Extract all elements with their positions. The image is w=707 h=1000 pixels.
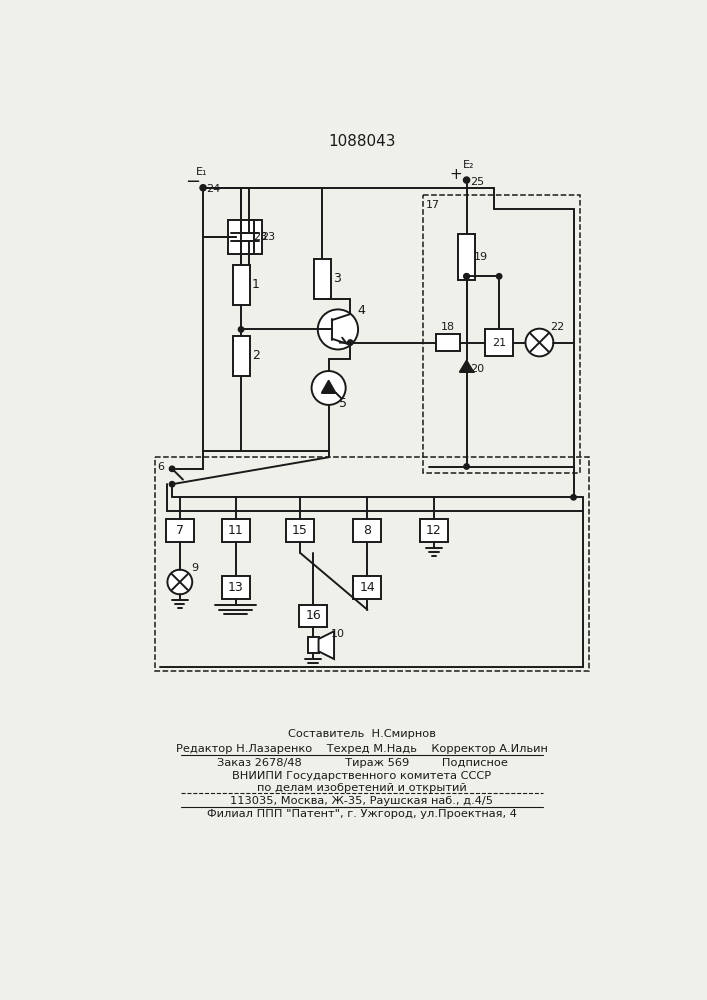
Text: 18: 18 <box>441 322 455 332</box>
Circle shape <box>464 274 469 279</box>
Circle shape <box>317 309 358 349</box>
Text: 11: 11 <box>228 524 243 537</box>
Bar <box>485 329 513 356</box>
Bar <box>155 457 589 671</box>
Circle shape <box>571 495 576 500</box>
Polygon shape <box>319 631 334 659</box>
Circle shape <box>348 340 353 345</box>
Circle shape <box>525 329 554 356</box>
Text: 16: 16 <box>305 609 321 622</box>
Bar <box>222 576 250 599</box>
Text: 22: 22 <box>550 322 564 332</box>
Text: 17: 17 <box>426 200 440 210</box>
Bar <box>233 336 250 376</box>
Text: 19: 19 <box>474 252 489 262</box>
Text: по делам изобретений и открытий: по делам изобретений и открытий <box>257 783 467 793</box>
Circle shape <box>496 274 502 279</box>
Text: ВНИИПИ Государственного комитета СССР: ВНИИПИ Государственного комитета СССР <box>233 771 491 781</box>
Text: 10: 10 <box>331 629 345 639</box>
Text: 3: 3 <box>333 272 341 285</box>
Text: 13: 13 <box>228 581 243 594</box>
Bar <box>299 605 327 627</box>
Bar <box>354 576 381 599</box>
Circle shape <box>170 466 175 472</box>
Bar <box>420 519 448 542</box>
Text: 23: 23 <box>261 232 275 242</box>
Bar <box>235 220 262 254</box>
Text: −: − <box>185 173 200 191</box>
Text: 24: 24 <box>206 184 221 194</box>
Bar <box>354 519 381 542</box>
Text: Редактор Н.Лазаренко    Техред М.Надь    Корректор А.Ильин: Редактор Н.Лазаренко Техред М.Надь Корре… <box>176 744 548 754</box>
Text: 7: 7 <box>176 524 184 537</box>
Bar <box>423 195 580 473</box>
Text: 113035, Москва, Ж-35, Раушская наб., д.4/5: 113035, Москва, Ж-35, Раушская наб., д.4… <box>230 796 493 806</box>
Circle shape <box>312 371 346 405</box>
Text: 12: 12 <box>426 524 442 537</box>
Text: 21: 21 <box>492 338 506 348</box>
Text: +: + <box>450 167 462 182</box>
Bar <box>436 334 460 351</box>
Text: 2: 2 <box>252 349 259 362</box>
Polygon shape <box>460 360 474 372</box>
Text: Заказ 2678/48            Тираж 569         Подписное: Заказ 2678/48 Тираж 569 Подписное <box>216 758 508 768</box>
Text: 25: 25 <box>470 177 484 187</box>
Text: Филиал ППП "Патент", г. Ужгород, ул.Проектная, 4: Филиал ППП "Патент", г. Ужгород, ул.Прое… <box>207 809 517 819</box>
Bar <box>458 234 475 280</box>
Circle shape <box>238 327 244 332</box>
Bar <box>314 259 331 299</box>
Text: 8: 8 <box>363 524 371 537</box>
Bar <box>222 519 250 542</box>
Text: 5: 5 <box>339 397 346 410</box>
Text: E₁: E₁ <box>196 167 207 177</box>
Circle shape <box>200 185 206 191</box>
Circle shape <box>464 177 469 183</box>
Text: 23: 23 <box>253 232 267 242</box>
Circle shape <box>168 570 192 594</box>
Bar <box>286 519 314 542</box>
Text: 6: 6 <box>158 462 165 472</box>
Text: E₂: E₂ <box>462 160 474 170</box>
Bar <box>233 265 250 305</box>
Text: 9: 9 <box>191 563 198 573</box>
Text: 20: 20 <box>470 364 484 374</box>
Bar <box>166 519 194 542</box>
Text: 15: 15 <box>292 524 308 537</box>
Text: 1: 1 <box>252 278 259 291</box>
Circle shape <box>464 274 469 279</box>
Bar <box>228 220 255 254</box>
Bar <box>308 637 319 653</box>
Text: 14: 14 <box>359 581 375 594</box>
Circle shape <box>170 482 175 487</box>
Polygon shape <box>322 380 336 393</box>
Circle shape <box>464 464 469 469</box>
Text: 4: 4 <box>357 304 365 317</box>
Text: Составитель  Н.Смирнов: Составитель Н.Смирнов <box>288 729 436 739</box>
Text: 1088043: 1088043 <box>328 134 396 149</box>
